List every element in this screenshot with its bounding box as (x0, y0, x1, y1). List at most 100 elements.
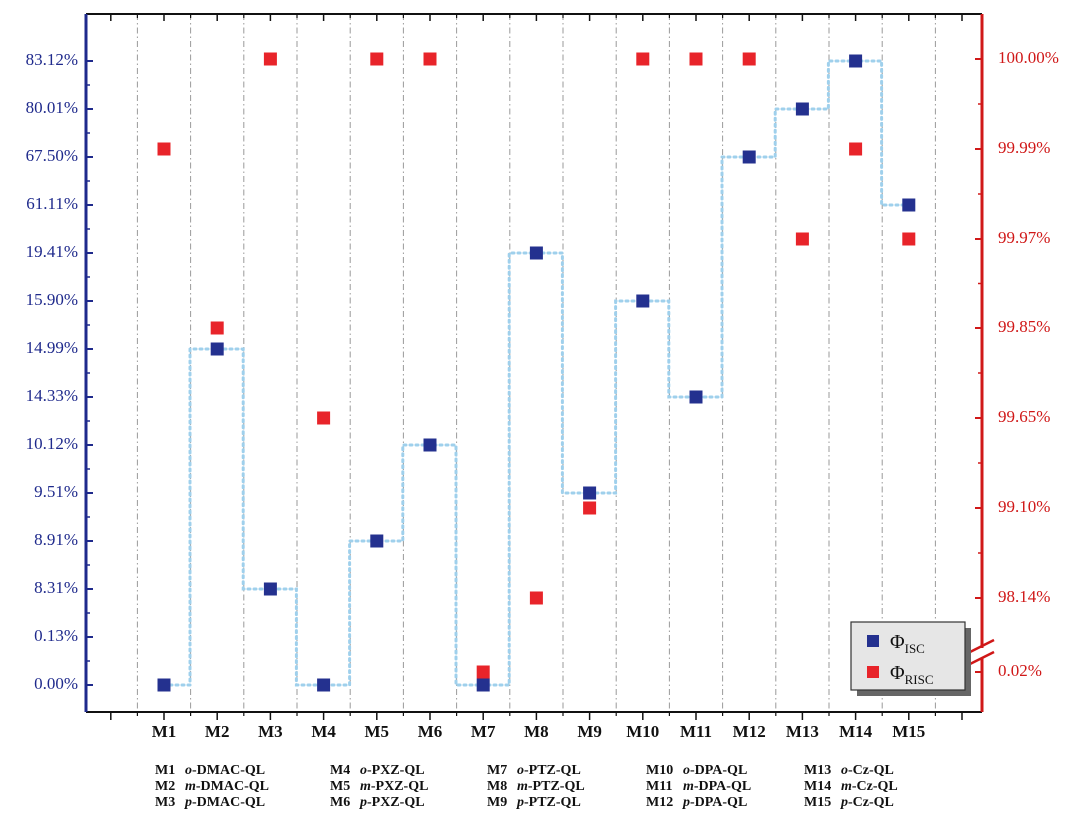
isc-point (742, 150, 756, 164)
legend: ΦISC ΦRISC (850, 621, 971, 696)
key-code: M8 (487, 779, 507, 794)
x-tick-label: M5 (365, 722, 390, 741)
legend-marker (867, 635, 879, 647)
axis-break-mark (969, 638, 995, 654)
isc-point (370, 534, 384, 548)
right-tick-label: 99.10% (998, 497, 1050, 516)
risc-point (849, 142, 863, 156)
x-tick-label: M1 (152, 722, 177, 741)
risc-point (210, 321, 224, 335)
left-tick-label: 61.11% (26, 194, 78, 213)
isc-point (317, 678, 331, 692)
key-name: m-Cz-QL (841, 779, 898, 794)
key-code: M4 (330, 763, 350, 778)
key-code: M5 (330, 779, 350, 794)
risc-point (476, 665, 490, 679)
risc-point (370, 52, 384, 66)
risc-point (742, 52, 756, 66)
molecule-key: M1 o-DMAC-QL M2 m-DMAC-QL M3 p-DMAC-QL M4 o-PXZ… (155, 763, 898, 810)
risc-point (689, 52, 703, 66)
risc-point (263, 52, 277, 66)
right-tick-label: 99.65% (998, 407, 1050, 426)
key-name: o-PXZ-QL (360, 763, 425, 778)
isc-point (210, 342, 224, 356)
risc-point (636, 52, 650, 66)
right-tick-label: 100.00% (998, 48, 1059, 67)
key-code: M2 (155, 779, 175, 794)
axis-break-mark (969, 650, 995, 666)
risc-point (157, 142, 171, 156)
key-code: M7 (487, 763, 507, 778)
left-tick-label: 10.12% (26, 434, 78, 453)
right-tick-label: 99.85% (998, 317, 1050, 336)
left-tick-label: 14.33% (26, 386, 78, 405)
key-code: M14 (804, 779, 831, 794)
legend-box (850, 621, 966, 691)
isc-point (849, 54, 863, 68)
key-name: p-DPA-QL (682, 795, 747, 810)
risc-point (317, 411, 331, 425)
x-tick-label: M4 (311, 722, 336, 741)
key-code: M13 (804, 763, 831, 778)
axes (84, 13, 995, 720)
left-tick-label: 8.31% (34, 578, 78, 597)
legend-marker (867, 666, 879, 678)
isc-point (157, 678, 171, 692)
right-tick-label: 99.99% (998, 138, 1050, 157)
key-name: p-DMAC-QL (184, 795, 265, 810)
key-code: M12 (646, 795, 673, 810)
risc-point (529, 591, 543, 605)
isc-point (583, 486, 597, 500)
key-code: M15 (804, 795, 831, 810)
x-tick-label: M6 (418, 722, 443, 741)
left-tick-label: 83.12% (26, 50, 78, 69)
data-points (157, 52, 916, 692)
x-axis-ticks: M1 M2 M3 M4 M5 M6 M7 M8 M9 M10 M11 M12 M13 M14 M15 (152, 722, 926, 741)
key-code: M11 (646, 779, 672, 794)
key-name: m-PTZ-QL (517, 779, 585, 794)
x-tick-label: M10 (626, 722, 659, 741)
key-code: M9 (487, 795, 507, 810)
key-name: o-DPA-QL (683, 763, 747, 778)
isc-point (263, 582, 277, 596)
x-tick-label: M9 (577, 722, 602, 741)
left-axis-ticks: 0.00% 0.13% 8.31% 8.91% 9.51% 10.12% 14.33% 14.… (26, 50, 93, 693)
isc-point (795, 102, 809, 116)
left-tick-label: 80.01% (26, 98, 78, 117)
x-tick-label: M13 (786, 722, 819, 741)
x-tick-label: M11 (680, 722, 712, 741)
key-name: o-PTZ-QL (517, 763, 581, 778)
left-tick-label: 67.50% (26, 146, 78, 165)
left-tick-label: 19.41% (26, 242, 78, 261)
key-name: p-Cz-QL (840, 795, 894, 810)
x-tick-label: M8 (524, 722, 549, 741)
left-tick-label: 0.13% (34, 626, 78, 645)
right-axis-ticks: 0.02% 98.14% 99.10% 99.65% 99.85% 99.97% 99.99… (975, 48, 1059, 680)
key-code: M1 (155, 763, 175, 778)
x-tick-label: M14 (839, 722, 873, 741)
key-code: M3 (155, 795, 175, 810)
grid-lines (136, 14, 936, 712)
key-name: o-DMAC-QL (185, 763, 265, 778)
isc-point (689, 390, 703, 404)
x-tick-label: M2 (205, 722, 230, 741)
x-tick-label: M15 (892, 722, 925, 741)
isc-point (636, 294, 650, 308)
key-name: p-PXZ-QL (359, 795, 425, 810)
left-tick-label: 15.90% (26, 290, 78, 309)
risc-point (583, 501, 597, 515)
right-tick-label: 98.14% (998, 587, 1050, 606)
right-tick-label: 99.97% (998, 228, 1050, 247)
left-tick-label: 0.00% (34, 674, 78, 693)
left-tick-label: 9.51% (34, 482, 78, 501)
risc-point (902, 232, 916, 246)
isc-point (423, 438, 437, 452)
left-tick-label: 14.99% (26, 338, 78, 357)
left-tick-label: 8.91% (34, 530, 78, 549)
key-name: o-Cz-QL (841, 763, 894, 778)
isc-point (902, 198, 916, 212)
risc-point (795, 232, 809, 246)
x-tick-label: M3 (258, 722, 283, 741)
key-code: M10 (646, 763, 673, 778)
